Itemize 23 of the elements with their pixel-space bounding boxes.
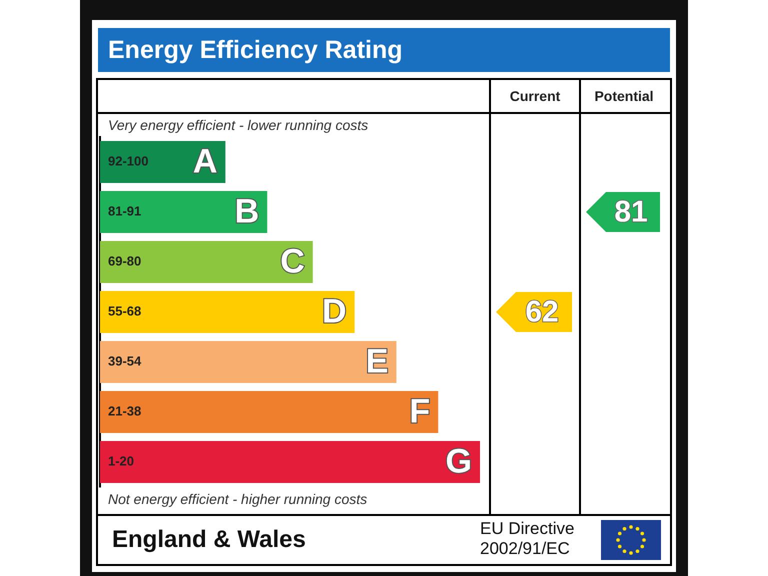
y-tick-label: 69-80 <box>108 254 142 269</box>
annotation: G <box>446 442 472 480</box>
y-tick-label: 21-38 <box>108 404 142 419</box>
text: EU Directive 2002/91/EC <box>480 519 576 559</box>
y-tick-label: 1-20 <box>108 454 134 469</box>
text: 62 <box>525 295 559 328</box>
annotation: B <box>234 192 260 230</box>
annotation: C <box>280 242 305 280</box>
chart-title: Energy Efficiency Rating <box>98 28 670 72</box>
y-tick-label: 39-54 <box>108 354 142 369</box>
annotation: A <box>192 142 218 180</box>
text: England & Wales <box>112 526 306 554</box>
annotation: F <box>409 392 430 430</box>
annotation: D <box>322 292 347 330</box>
annotation: E <box>366 342 388 380</box>
text: Current <box>510 88 561 104</box>
text: Very energy efficient - lower running costs <box>108 116 368 133</box>
text: Potential <box>594 88 654 104</box>
text: Not energy efficient - higher running costs <box>108 490 368 507</box>
text: 81 <box>614 195 648 228</box>
y-tick-label: 92-100 <box>108 154 148 169</box>
y-tick-label: 81-91 <box>108 204 142 219</box>
y-tick-label: 55-68 <box>108 304 142 319</box>
